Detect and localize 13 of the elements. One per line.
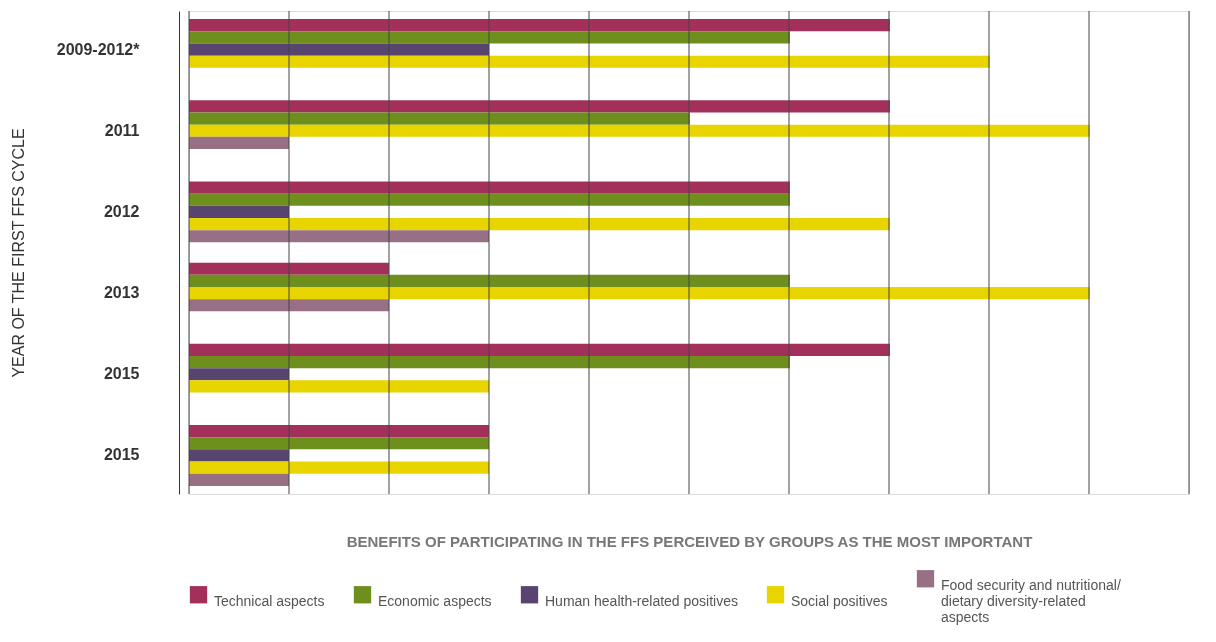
y-tick-label: 2013	[103, 284, 140, 302]
legend-label: Food security and nutritional/ dietary diversity-related aspects	[941, 576, 1121, 625]
y-tick-label: 2011	[104, 121, 140, 139]
legend-label: Technical aspects	[214, 592, 325, 609]
legend-label: Economic aspects	[378, 592, 492, 609]
x-axis-title: BENEFITS OF PARTICIPATING IN THE FFS PERCEIVED BY GROUPS AS THE MOST IMPORTANT	[346, 532, 1033, 550]
y-tick-label: 2015	[103, 446, 140, 464]
y-tick-label: 2009-2012*	[56, 40, 141, 58]
y-tick-label: 2015	[103, 365, 140, 383]
legend-label: Human health-related positives	[545, 592, 738, 609]
y-tick-label: 2012	[103, 202, 140, 220]
legend-label: Social positives	[791, 592, 888, 609]
y-axis-title: YEAR OF THE FIRST FFS CYCLE	[9, 128, 27, 378]
